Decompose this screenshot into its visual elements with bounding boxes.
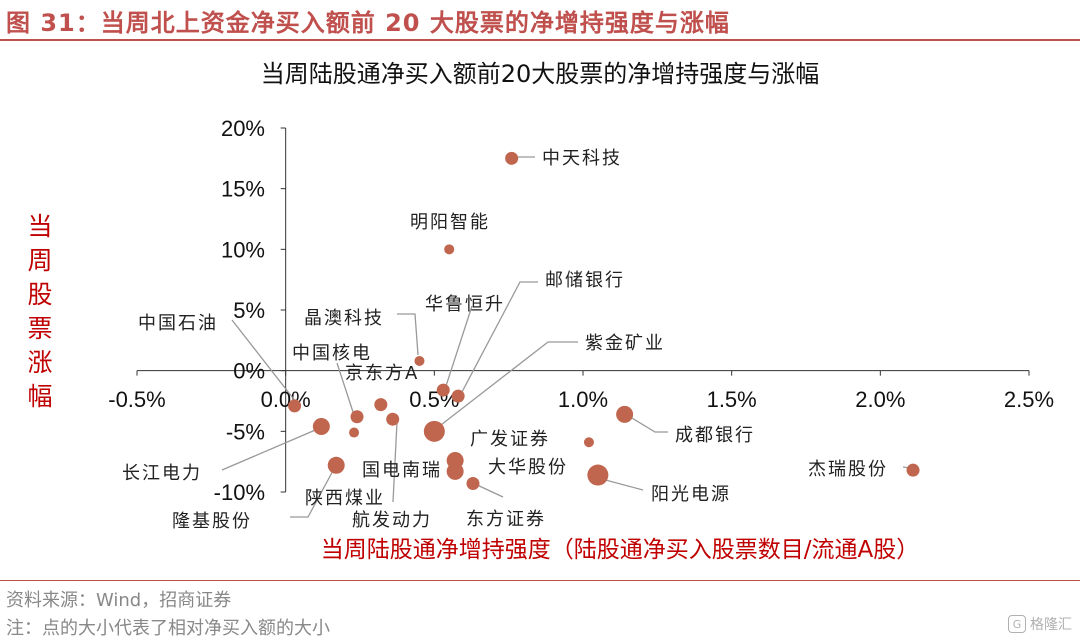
y-axis-label: 当周股票涨幅 [27, 212, 53, 411]
point-label: 陕西煤业 [305, 488, 385, 509]
size-note: 注：点的大小代表了相对净买入额的大小 [6, 618, 330, 639]
leader-line [231, 319, 297, 403]
point-label: 阳光电源 [651, 484, 731, 505]
data-point [446, 462, 464, 480]
point-label: 杰瑞股份 [808, 459, 888, 480]
point-label: 紫金矿业 [585, 333, 665, 354]
title-divider [0, 39, 1080, 41]
x-tick-label: 0.0% [261, 387, 311, 412]
y-tick-label: 0% [233, 359, 265, 384]
leader-line [445, 305, 473, 387]
point-label: 中国核电 [292, 343, 372, 364]
point-label: 东方证券 [466, 509, 546, 530]
data-point [451, 389, 465, 403]
point-label: 明阳智能 [410, 212, 490, 233]
y-tick-label: -10% [214, 480, 265, 505]
source-note: 资料来源：Wind，招商证券 [6, 590, 232, 611]
data-point [466, 477, 480, 491]
point-label: 邮储银行 [545, 270, 625, 291]
data-point [350, 410, 364, 424]
x-tick-label: 2.0% [855, 387, 905, 412]
point-label: 国电南瑞 [362, 460, 442, 481]
leader-line [290, 466, 336, 518]
leader-line [626, 414, 668, 433]
data-point [444, 244, 455, 255]
figure-title: 图 31：当周北上资金净买入额前 20 大股票的净增持强度与涨幅 [6, 9, 730, 37]
x-tick-label: 0.5% [409, 387, 459, 412]
x-tick-label: 1.0% [558, 387, 608, 412]
data-point [436, 383, 450, 397]
leader-line [474, 483, 504, 498]
point-label: 中天科技 [542, 148, 622, 169]
y-tick-label: 20% [221, 116, 265, 141]
point-label: 航发动力 [352, 510, 432, 531]
point-label: 长江电力 [122, 463, 202, 484]
point-label: 华鲁恒升 [425, 294, 505, 315]
data-point [327, 456, 345, 474]
x-tick-label: -0.5% [108, 387, 165, 412]
x-tick-label: 2.5% [1004, 387, 1054, 412]
data-point [312, 417, 330, 435]
point-label: 中国石油 [138, 313, 218, 334]
data-point [374, 398, 388, 412]
data-point [583, 437, 594, 448]
leader-line [397, 313, 419, 356]
data-point [616, 405, 634, 423]
data-point [414, 355, 425, 366]
leader-line [221, 427, 321, 471]
point-label: 广发证券 [470, 429, 550, 450]
leader-line [392, 421, 398, 503]
data-point [349, 427, 360, 438]
leader-line [461, 281, 538, 393]
footer-divider [0, 580, 1080, 581]
y-tick-label: 10% [221, 237, 265, 262]
data-point [423, 420, 445, 442]
point-label: 隆基股份 [172, 511, 252, 532]
point-label: 京东方A [345, 363, 419, 384]
point-label: 成都银行 [675, 425, 755, 446]
chart-title: 当周陆股通净买入额前20大股票的净增持强度与涨幅 [260, 60, 820, 88]
data-point [906, 463, 920, 477]
leader-line [436, 341, 578, 429]
x-axis-label: 当周陆股通净增持强度（陆股通净买入股票数目/流通A股） [320, 537, 920, 563]
logo-icon: G [1008, 615, 1026, 633]
y-tick-label: 15% [221, 177, 265, 202]
data-point [288, 399, 302, 413]
data-point [505, 151, 519, 165]
watermark-text: 格隆汇 [1030, 617, 1072, 633]
data-point [386, 412, 400, 426]
y-tick-label: -5% [226, 419, 265, 444]
data-point [587, 464, 609, 486]
point-label: 大华股份 [488, 457, 568, 478]
point-label: 晶澳科技 [304, 308, 384, 329]
x-tick-label: 1.5% [707, 387, 757, 412]
watermark: G 格隆汇 [1008, 614, 1072, 634]
leader-line [336, 362, 354, 413]
y-tick-label: 5% [233, 298, 265, 323]
